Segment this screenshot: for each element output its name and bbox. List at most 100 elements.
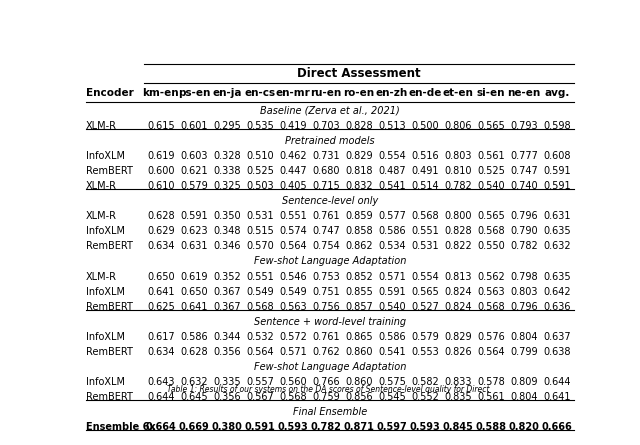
Text: 0.860: 0.860 bbox=[345, 377, 372, 387]
Text: Few-shot Language Adaptation: Few-shot Language Adaptation bbox=[253, 256, 406, 267]
Text: Final Ensemble: Final Ensemble bbox=[292, 407, 367, 417]
Text: 0.813: 0.813 bbox=[444, 271, 472, 282]
Text: 0.835: 0.835 bbox=[444, 392, 472, 402]
Text: 0.703: 0.703 bbox=[312, 121, 340, 131]
Text: 0.800: 0.800 bbox=[444, 211, 472, 221]
Text: 0.754: 0.754 bbox=[312, 241, 340, 251]
Text: 0.565: 0.565 bbox=[477, 121, 505, 131]
Text: 0.525: 0.525 bbox=[246, 166, 274, 176]
Text: ru-en: ru-en bbox=[310, 89, 342, 98]
Text: 0.806: 0.806 bbox=[444, 121, 472, 131]
Text: 0.804: 0.804 bbox=[510, 332, 538, 342]
Text: 0.588: 0.588 bbox=[476, 422, 506, 432]
Text: 0.582: 0.582 bbox=[411, 377, 439, 387]
Text: 0.561: 0.561 bbox=[477, 151, 505, 161]
Text: 0.756: 0.756 bbox=[312, 302, 340, 312]
Text: 0.856: 0.856 bbox=[345, 392, 372, 402]
Text: 0.635: 0.635 bbox=[543, 271, 571, 282]
Text: 0.747: 0.747 bbox=[510, 166, 538, 176]
Text: 0.619: 0.619 bbox=[180, 271, 207, 282]
Text: XLM-R: XLM-R bbox=[86, 121, 117, 131]
Text: 0.491: 0.491 bbox=[412, 166, 438, 176]
Text: 0.513: 0.513 bbox=[378, 121, 406, 131]
Text: 0.761: 0.761 bbox=[312, 211, 340, 221]
Text: 0.828: 0.828 bbox=[444, 227, 472, 236]
Text: 0.623: 0.623 bbox=[180, 227, 208, 236]
Text: 0.715: 0.715 bbox=[312, 181, 340, 191]
Text: 0.664: 0.664 bbox=[145, 422, 176, 432]
Text: 0.601: 0.601 bbox=[180, 121, 207, 131]
Text: 0.818: 0.818 bbox=[345, 166, 372, 176]
Text: 0.747: 0.747 bbox=[312, 227, 340, 236]
Text: 0.793: 0.793 bbox=[510, 121, 538, 131]
Text: RemBERT: RemBERT bbox=[86, 347, 133, 357]
Text: Few-shot Language Adaptation: Few-shot Language Adaptation bbox=[253, 362, 406, 372]
Text: 0.576: 0.576 bbox=[477, 332, 505, 342]
Text: 0.632: 0.632 bbox=[543, 241, 571, 251]
Text: 0.356: 0.356 bbox=[213, 392, 241, 402]
Text: 0.803: 0.803 bbox=[444, 151, 472, 161]
Text: 0.829: 0.829 bbox=[444, 332, 472, 342]
Text: 0.500: 0.500 bbox=[411, 121, 439, 131]
Text: 0.591: 0.591 bbox=[378, 287, 406, 297]
Text: InfoXLM: InfoXLM bbox=[86, 287, 125, 297]
Text: en-zh: en-zh bbox=[376, 89, 408, 98]
Text: 0.335: 0.335 bbox=[213, 377, 241, 387]
Text: 0.666: 0.666 bbox=[541, 422, 572, 432]
Text: 0.541: 0.541 bbox=[378, 347, 406, 357]
Text: 0.568: 0.568 bbox=[279, 392, 307, 402]
Text: 0.600: 0.600 bbox=[147, 166, 175, 176]
Text: 0.777: 0.777 bbox=[510, 151, 538, 161]
Text: 0.803: 0.803 bbox=[510, 287, 538, 297]
Text: 0.855: 0.855 bbox=[345, 287, 373, 297]
Text: 0.829: 0.829 bbox=[345, 151, 372, 161]
Text: 0.858: 0.858 bbox=[345, 227, 372, 236]
Text: 0.546: 0.546 bbox=[279, 271, 307, 282]
Text: 0.796: 0.796 bbox=[510, 302, 538, 312]
Text: Direct Assessment: Direct Assessment bbox=[297, 67, 420, 80]
Text: 0.644: 0.644 bbox=[543, 377, 571, 387]
Text: 0.579: 0.579 bbox=[411, 332, 439, 342]
Text: 0.615: 0.615 bbox=[147, 121, 175, 131]
Text: 0.563: 0.563 bbox=[477, 287, 505, 297]
Text: 0.762: 0.762 bbox=[312, 347, 340, 357]
Text: 0.759: 0.759 bbox=[312, 392, 340, 402]
Text: 0.525: 0.525 bbox=[477, 166, 505, 176]
Text: 0.560: 0.560 bbox=[279, 377, 307, 387]
Text: 0.554: 0.554 bbox=[411, 271, 439, 282]
Text: 0.680: 0.680 bbox=[312, 166, 340, 176]
Text: 0.545: 0.545 bbox=[378, 392, 406, 402]
Text: 0.740: 0.740 bbox=[510, 181, 538, 191]
Text: et-en: et-en bbox=[442, 89, 474, 98]
Text: ro-en: ro-en bbox=[344, 89, 374, 98]
Text: 0.641: 0.641 bbox=[180, 302, 207, 312]
Text: 0.621: 0.621 bbox=[180, 166, 208, 176]
Text: RemBERT: RemBERT bbox=[86, 392, 133, 402]
Text: ps-en: ps-en bbox=[178, 89, 210, 98]
Text: 0.561: 0.561 bbox=[477, 392, 505, 402]
Text: 0.617: 0.617 bbox=[147, 332, 175, 342]
Text: Encoder: Encoder bbox=[86, 89, 134, 98]
Text: Table 1: Results of our systems on the DA scores of Sentence-level quality for D: Table 1: Results of our systems on the D… bbox=[167, 385, 489, 394]
Text: 0.527: 0.527 bbox=[411, 302, 439, 312]
Text: 0.568: 0.568 bbox=[477, 227, 505, 236]
Text: 0.637: 0.637 bbox=[543, 332, 571, 342]
Text: 0.462: 0.462 bbox=[279, 151, 307, 161]
Text: 0.766: 0.766 bbox=[312, 377, 340, 387]
Text: 0.852: 0.852 bbox=[345, 271, 373, 282]
Text: 0.572: 0.572 bbox=[279, 332, 307, 342]
Text: 0.531: 0.531 bbox=[411, 241, 439, 251]
Text: 0.641: 0.641 bbox=[543, 392, 571, 402]
Text: 0.628: 0.628 bbox=[180, 347, 208, 357]
Text: 0.550: 0.550 bbox=[477, 241, 505, 251]
Text: Sentence-level only: Sentence-level only bbox=[282, 196, 378, 206]
Text: 0.865: 0.865 bbox=[345, 332, 372, 342]
Text: 0.782: 0.782 bbox=[310, 422, 341, 432]
Text: 0.367: 0.367 bbox=[213, 302, 241, 312]
Text: 0.731: 0.731 bbox=[312, 151, 340, 161]
Text: 0.635: 0.635 bbox=[543, 227, 571, 236]
Text: 0.586: 0.586 bbox=[180, 332, 208, 342]
Text: 0.642: 0.642 bbox=[543, 287, 571, 297]
Text: 0.809: 0.809 bbox=[510, 377, 538, 387]
Text: 0.593: 0.593 bbox=[410, 422, 440, 432]
